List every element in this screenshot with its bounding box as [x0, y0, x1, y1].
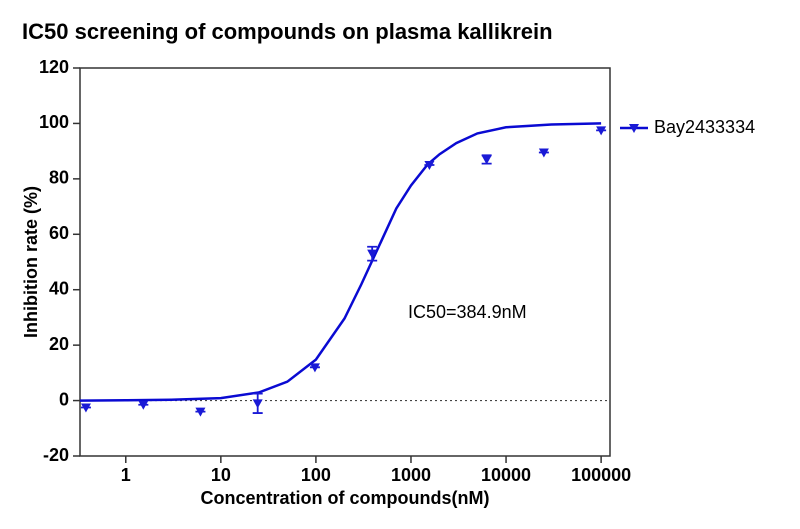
x-tick-label: 100 [301, 465, 331, 485]
fit-curve [79, 122, 602, 402]
data-point [424, 161, 435, 170]
x-tick-label: 100000 [571, 465, 631, 485]
data-point [252, 399, 263, 409]
data-point [195, 407, 206, 417]
x-tick-label: 1 [121, 465, 131, 485]
y-axis-label: Inhibition rate (%) [21, 186, 41, 338]
x-tick-label: 10 [211, 465, 231, 485]
legend-label: Bay2433334 [654, 117, 755, 137]
data-point [80, 403, 91, 413]
plot-frame [79, 67, 611, 457]
data-point [138, 400, 149, 410]
y-tick-label: 80 [49, 168, 69, 188]
chart-title: IC50 screening of compounds on plasma ka… [22, 19, 553, 44]
data-point [309, 363, 320, 373]
annotation: IC50=384.9nM [408, 302, 527, 322]
y-tick-label: 60 [49, 223, 69, 243]
data-point [367, 249, 378, 259]
data-point [481, 155, 492, 165]
legend-marker [629, 124, 639, 133]
y-tick-label: -20 [43, 445, 69, 465]
x-tick-label: 10000 [481, 465, 531, 485]
x-axis-label: Concentration of compounds(nM) [201, 488, 490, 508]
data-point [596, 126, 607, 136]
y-tick-label: 120 [39, 57, 69, 77]
x-tick-label: 1000 [391, 465, 431, 485]
y-tick-label: 0 [59, 389, 69, 409]
y-tick-label: 20 [49, 334, 69, 354]
data-point [538, 148, 549, 158]
y-tick-label: 100 [39, 112, 69, 132]
y-tick-label: 40 [49, 278, 69, 298]
